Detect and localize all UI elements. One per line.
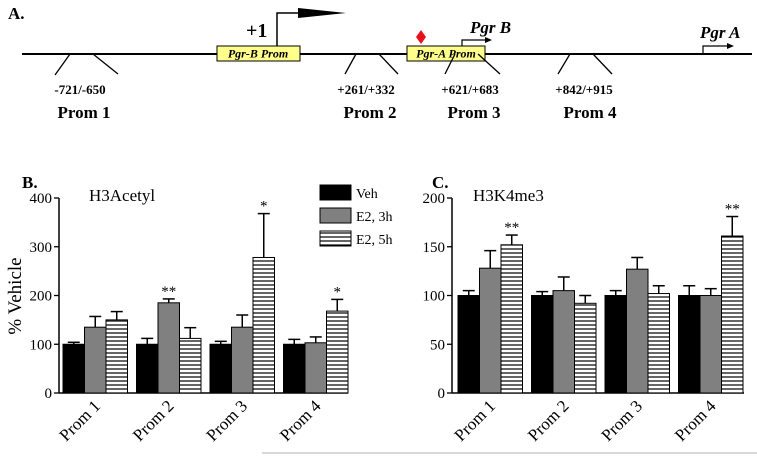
primer1-name: Prom 1 — [57, 103, 110, 122]
bar-e2-5h-prom1 — [500, 244, 523, 394]
bar-e2-5h-prom3 — [647, 293, 670, 394]
bar-e2-5h-prom1 — [105, 319, 128, 394]
bar-e2-3h-prom2 — [552, 290, 575, 394]
bar-e2-5h-prom2 — [179, 337, 202, 394]
tss-arrowhead-icon — [298, 8, 346, 18]
bar-veh-prom4 — [283, 343, 306, 394]
x-tick-label: Prom 1 — [56, 396, 105, 445]
bar-e2-5h-prom4 — [326, 310, 349, 394]
chart-b-title: H3Acetyl — [89, 186, 155, 205]
legend-swatch-e2-3h — [319, 207, 352, 224]
primer3-coords: +621/+683 — [441, 82, 499, 97]
bar-e2-3h-prom4 — [699, 295, 722, 394]
primer4-coords: +842/+915 — [555, 82, 613, 97]
tss-label: +1 — [246, 20, 267, 42]
x-tick-label: Prom 1 — [451, 396, 500, 445]
bar-e2-3h-prom4 — [304, 342, 327, 394]
primer2-name: Prom 2 — [343, 103, 396, 122]
primer4-name: Prom 4 — [563, 103, 617, 122]
y-tick-label: 400 — [30, 191, 53, 207]
primer2-left-tick — [344, 53, 357, 75]
y-tick-label: 150 — [423, 240, 446, 256]
pgrb-gene-label: Pgr B — [469, 18, 511, 37]
pgra-arrowhead-icon — [727, 43, 734, 49]
tss-arrow-stem — [276, 12, 300, 46]
x-tick-label: Prom 3 — [598, 396, 647, 445]
pgrb-promoter-label: Pgr-B Prom — [228, 47, 288, 61]
bar-e2-3h-prom3 — [626, 268, 649, 394]
panel-a-label: A. — [8, 4, 25, 23]
pgra-promoter-box — [406, 45, 486, 62]
primer4-right-tick — [592, 53, 613, 75]
bar-veh-prom1 — [62, 343, 85, 394]
y-tick-label: 200 — [30, 289, 53, 305]
gene-diagram: A. Pgr-B Prom Pgr-A Prom +1 Pgr B Pgr A — [8, 4, 752, 122]
bar-e2-3h-prom2 — [157, 302, 180, 394]
significance-marker: ** — [725, 202, 740, 218]
y-tick-label: 200 — [423, 191, 446, 207]
pgrb-arrowhead-icon — [485, 37, 492, 43]
legend-label-e2-5h: E2, 5h — [356, 233, 393, 248]
bar-e2-5h-prom2 — [574, 302, 597, 394]
chart-h3k4me3: C. H3K4me3 0 50 100 150 200 Prom 1 Prom 2 Prom… — [423, 173, 744, 445]
primer4-left-tick — [557, 53, 571, 75]
primer2-coords: +261/+332 — [337, 82, 394, 97]
panel-c-label: C. — [432, 173, 449, 192]
bar-veh-prom3 — [604, 295, 627, 394]
legend-swatch-e2-5h — [319, 230, 352, 247]
chart-c-title: H3K4me3 — [473, 186, 544, 205]
y-tick-label: 300 — [30, 240, 53, 256]
significance-marker: * — [334, 284, 342, 300]
bar-e2-3h-prom1 — [84, 326, 107, 394]
bar-veh-prom1 — [457, 295, 480, 394]
pgra-gene-label: Pgr A — [699, 23, 740, 42]
pgra-promoter-label: Pgr-A Prom — [416, 47, 476, 61]
pgrb-start-arrow — [461, 39, 487, 46]
x-tick-label: Prom 2 — [524, 396, 573, 445]
primer1-coords: -721/-650 — [54, 82, 105, 97]
bar-e2-5h-prom4 — [721, 235, 744, 394]
legend-label-e2-3h: E2, 3h — [356, 210, 393, 225]
primer1-right-tick — [92, 53, 119, 75]
legend-label-veh: Veh — [356, 187, 378, 202]
bar-veh-prom2 — [531, 295, 554, 394]
y-tick-label: 100 — [423, 289, 446, 305]
y-tick-label: 0 — [45, 386, 53, 402]
pgrb-promoter-box — [216, 45, 301, 62]
chart-h3acetyl: B. H3Acetyl % Vehicle 0 100 200 300 400 Prom… — [5, 173, 349, 445]
significance-marker: ** — [504, 220, 519, 236]
primer2-right-tick — [378, 53, 399, 75]
x-tick-label: Prom 2 — [129, 396, 178, 445]
primer1-left-tick — [54, 53, 71, 76]
primer3-name: Prom 3 — [447, 103, 500, 122]
significance-marker: * — [260, 199, 268, 215]
panel-b-label: B. — [22, 173, 38, 192]
y-tick-label: 0 — [438, 386, 446, 402]
ere-diamond-icon — [416, 30, 426, 44]
primer3-right-tick — [477, 53, 501, 75]
significance-marker: ** — [161, 284, 176, 300]
chart-b-ylabel: % Vehicle — [5, 257, 26, 334]
x-tick-label: Prom 4 — [276, 396, 325, 445]
y-tick-label: 100 — [30, 337, 53, 353]
legend-swatch-veh — [319, 184, 352, 201]
y-tick-label: 50 — [430, 337, 445, 353]
bar-veh-prom4 — [678, 295, 701, 394]
pgra-start-arrow — [702, 45, 729, 54]
bar-e2-3h-prom3 — [231, 326, 254, 394]
bar-e2-3h-prom1 — [479, 267, 502, 394]
bar-veh-prom3 — [209, 343, 232, 394]
bar-e2-5h-prom3 — [252, 256, 275, 394]
legend: Veh E2, 3h E2, 5h — [319, 184, 393, 248]
x-tick-label: Prom 4 — [671, 396, 720, 445]
primer3-left-tick — [444, 53, 456, 75]
bar-veh-prom2 — [136, 343, 159, 394]
x-tick-label: Prom 3 — [203, 396, 252, 445]
